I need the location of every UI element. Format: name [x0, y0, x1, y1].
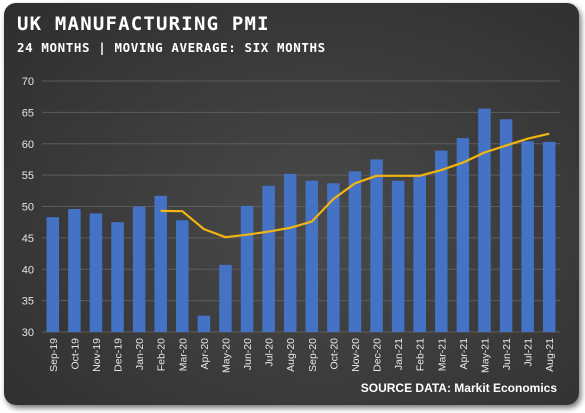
y-tick-label: 70	[22, 76, 34, 88]
x-tick-label: Jun-21	[501, 338, 513, 370]
bar	[240, 205, 254, 332]
x-tick-label: Feb-20	[156, 338, 168, 371]
x-tick-label: Aug-21	[544, 338, 556, 372]
x-tick-label: May-21	[479, 338, 491, 373]
x-tick-label: Nov-20	[350, 338, 362, 372]
x-tick-label: Nov-19	[91, 338, 103, 372]
x-tick-label: Apr-21	[458, 338, 470, 370]
bar	[154, 195, 167, 332]
x-tick-label: Jul-21	[523, 338, 535, 367]
bar	[111, 222, 124, 332]
x-tick-label: May-20	[220, 338, 232, 373]
x-tick-label: Jan-21	[393, 338, 405, 370]
chart-subtitle: 24 MONTHS | MOVING AVERAGE: SIX MONTHS	[17, 40, 326, 55]
y-tick-label: 30	[22, 327, 34, 339]
bar	[478, 108, 491, 332]
bar	[219, 264, 232, 332]
bar	[521, 141, 534, 332]
y-tick-label: 40	[22, 264, 34, 276]
x-tick-label: Feb-21	[415, 338, 427, 371]
y-tick-label: 60	[22, 139, 34, 151]
x-tick-label: Mar-20	[177, 338, 189, 371]
y-tick-label: 55	[22, 170, 34, 182]
bar	[283, 173, 297, 332]
x-tick-label: Sep-19	[48, 338, 60, 372]
x-tick-label: Dec-20	[372, 338, 384, 372]
x-tick-label: Jun-20	[242, 338, 254, 370]
bar	[327, 183, 340, 332]
bar	[89, 213, 103, 332]
y-tick-label: 35	[22, 296, 34, 308]
chart-title: UK MANUFACTURING PMI	[17, 13, 270, 35]
bar	[132, 206, 146, 332]
bar	[176, 220, 189, 332]
x-tick-label: Aug-20	[285, 338, 297, 372]
x-tick-label: Dec-19	[113, 338, 125, 372]
x-tick-label: Sep-20	[307, 338, 319, 372]
y-tick-label: 45	[22, 233, 34, 245]
bar	[68, 209, 81, 332]
source-note: SOURCE DATA: Markit Economics	[360, 381, 557, 395]
bar	[456, 138, 470, 332]
bar	[435, 150, 448, 332]
bar	[391, 180, 405, 332]
bar	[262, 185, 275, 332]
moving-average-line	[160, 132, 550, 239]
bar	[305, 180, 319, 332]
x-tick-label: Oct-19	[69, 338, 81, 370]
x-tick-label: Mar-21	[436, 338, 448, 371]
x-tick-label: Oct-20	[328, 338, 340, 370]
chart-card: UK MANUFACTURING PMI 24 MONTHS | MOVING …	[4, 3, 579, 405]
bar	[542, 141, 556, 332]
y-tick-label: 65	[22, 107, 34, 119]
x-tick-label: Apr-20	[199, 338, 211, 370]
bar	[413, 174, 426, 332]
y-tick-label: 50	[22, 202, 34, 214]
x-tick-label: Jul-20	[264, 338, 276, 367]
bar	[370, 159, 383, 332]
bar	[46, 217, 60, 332]
x-tick-label: Jan-20	[134, 338, 146, 370]
bar	[197, 315, 211, 332]
bar	[348, 171, 362, 332]
pmi-chart: 30 35 40 45 50 55 60 65 70 Sep-19 Oct-19 Nov-19 Dec-…	[22, 76, 560, 373]
bar	[499, 119, 513, 332]
